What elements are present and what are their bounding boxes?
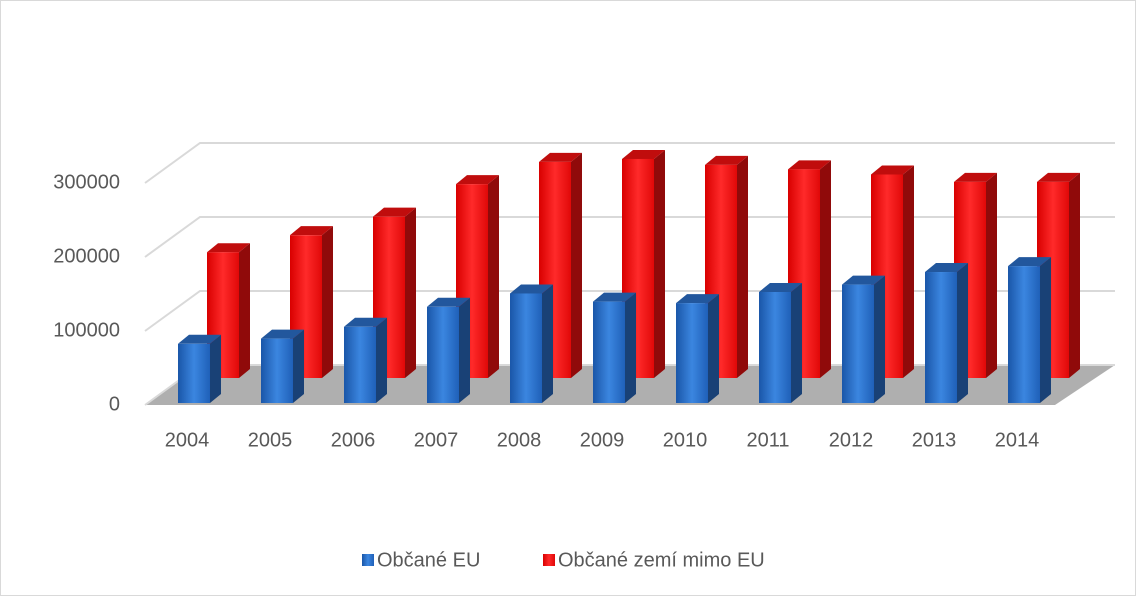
bar-side	[791, 283, 802, 403]
bar-top	[344, 317, 387, 327]
bar-side	[986, 172, 997, 378]
x-tick-label: 2006	[331, 429, 376, 451]
bar-side	[820, 160, 831, 378]
bar-front	[925, 272, 957, 403]
bar	[925, 263, 968, 403]
bar-side	[210, 334, 221, 403]
bar-top	[510, 284, 553, 294]
bar-side	[405, 207, 416, 378]
bar-top	[842, 275, 885, 285]
bar-front	[344, 326, 376, 403]
bar	[676, 294, 719, 403]
bar-side	[1040, 257, 1051, 403]
bar-side	[1069, 172, 1080, 378]
bar	[759, 283, 802, 403]
bar-side	[957, 263, 968, 403]
x-tick-label: 2007	[414, 429, 459, 451]
bar	[593, 292, 636, 403]
grid-line	[144, 142, 1115, 184]
x-tick-label: 2004	[165, 429, 210, 451]
bar-side	[542, 284, 553, 403]
bar-side	[625, 292, 636, 403]
bar-top	[954, 172, 997, 182]
bar-top	[676, 294, 719, 304]
bar-side	[571, 152, 582, 378]
bar-front	[842, 284, 874, 403]
bar-side	[459, 297, 470, 403]
bar-top	[705, 155, 748, 165]
bar-top	[1008, 257, 1051, 267]
x-tick-label: 2013	[912, 429, 957, 451]
x-tick-label: 2014	[995, 429, 1040, 451]
bar-top	[373, 207, 416, 217]
legend-label: Občané zemí mimo EU	[558, 549, 765, 571]
y-tick-label: 100000	[53, 319, 120, 341]
bar-front	[1008, 266, 1040, 403]
x-tick-label: 2010	[663, 429, 708, 451]
bar-front	[178, 343, 210, 403]
bar-side	[239, 243, 250, 378]
bar-top	[622, 149, 665, 159]
x-tick-label: 2005	[248, 429, 293, 451]
bar-top	[925, 263, 968, 273]
legend-swatch	[362, 554, 374, 566]
bar-top	[788, 160, 831, 170]
bar-side	[293, 329, 304, 403]
bar-side	[737, 155, 748, 378]
bar	[344, 317, 387, 403]
bar	[261, 329, 304, 403]
bar	[207, 243, 250, 378]
y-tick-label: 0	[109, 393, 120, 415]
bar-top	[456, 175, 499, 185]
bar-front	[759, 292, 791, 403]
bar-top	[261, 329, 304, 339]
bar-top	[871, 165, 914, 175]
bar-side	[322, 226, 333, 378]
bar-side	[708, 294, 719, 403]
bar	[1008, 257, 1051, 403]
legend-swatch	[543, 554, 555, 566]
bar	[842, 275, 885, 403]
x-tick-label: 2012	[829, 429, 874, 451]
bar-top	[593, 292, 636, 302]
bar-top	[207, 243, 250, 253]
bar-top	[759, 283, 802, 292]
x-tick-label: 2008	[497, 429, 542, 451]
bar	[510, 284, 553, 403]
bar-side	[488, 175, 499, 378]
x-tick-label: 2011	[746, 429, 789, 451]
x-tick-label: 2009	[580, 429, 625, 451]
bar-front	[510, 293, 542, 403]
bar-side	[874, 275, 885, 403]
bar-top	[178, 334, 221, 344]
bar-front	[427, 306, 459, 403]
bar-top	[539, 152, 582, 162]
bar-front	[676, 303, 708, 403]
y-tick-label: 300000	[53, 171, 120, 193]
bar	[178, 334, 221, 403]
bar-top	[1037, 172, 1080, 182]
bar-top	[427, 297, 470, 307]
bar-side	[903, 165, 914, 378]
bar-front	[593, 301, 625, 403]
y-tick-label: 200000	[53, 245, 120, 267]
bar	[427, 297, 470, 403]
bar-side	[376, 317, 387, 403]
bar-front	[261, 338, 293, 403]
legend-label: Občané EU	[377, 549, 480, 571]
bar-side	[654, 149, 665, 378]
bar-top	[290, 226, 333, 236]
